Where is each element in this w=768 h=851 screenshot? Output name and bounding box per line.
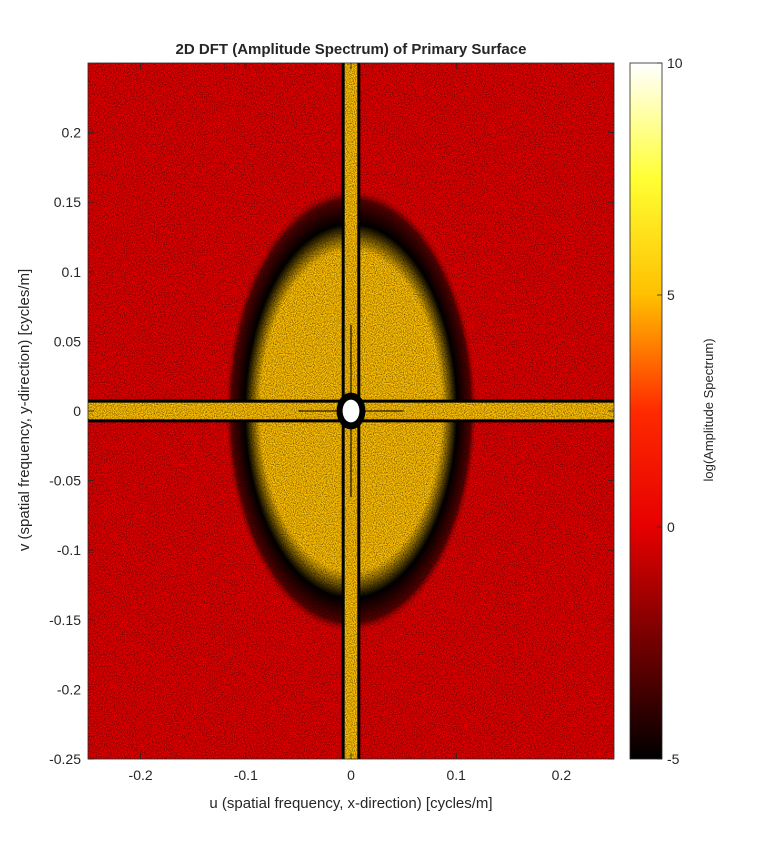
x-tick-label: -0.2 <box>129 767 153 783</box>
y-tick-label: 0.05 <box>54 333 81 349</box>
colorbar-tick-label: 10 <box>667 55 683 71</box>
colorbar-tick-label: 0 <box>667 519 675 535</box>
colorbar-tick-label: -5 <box>667 751 680 767</box>
colorbar: -5 0 5 10 log(Amplitude Spectrum) <box>629 55 716 767</box>
colorbar-ticks: -5 0 5 10 <box>657 55 683 767</box>
y-tick-label: -0.05 <box>49 473 81 489</box>
colorbar-gradient <box>629 62 663 760</box>
x-axis-label: u (spatial frequency, x-direction) [cycl… <box>209 795 492 812</box>
y-tick-label: 0.1 <box>62 264 82 280</box>
y-tick-label: 0 <box>73 403 81 419</box>
colorbar-tick-label: 5 <box>667 287 675 303</box>
x-tick-label: 0 <box>347 767 355 783</box>
y-tick-label: 0.15 <box>54 194 81 210</box>
x-tick-label: 0.1 <box>446 767 466 783</box>
y-tick-label: -0.1 <box>57 542 81 558</box>
dc-peak-core <box>342 399 360 423</box>
y-axis: -0.25 -0.2 -0.15 -0.1 -0.05 0 0.05 0.1 0.15 0.2 <box>49 125 614 767</box>
y-tick-label: -0.25 <box>49 751 81 767</box>
plot-area <box>88 63 614 759</box>
chart-title: 2D DFT (Amplitude Spectrum) of Primary S… <box>176 41 527 58</box>
y-axis-label: v (spatial frequency, y-direction) [cycl… <box>16 269 33 551</box>
y-tick-label: -0.2 <box>57 681 81 697</box>
x-tick-label: 0.2 <box>552 767 572 783</box>
colorbar-label: log(Amplitude Spectrum) <box>701 338 716 481</box>
y-tick-label: -0.15 <box>49 612 81 628</box>
y-tick-label: 0.2 <box>62 125 82 141</box>
x-tick-label: -0.1 <box>234 767 258 783</box>
